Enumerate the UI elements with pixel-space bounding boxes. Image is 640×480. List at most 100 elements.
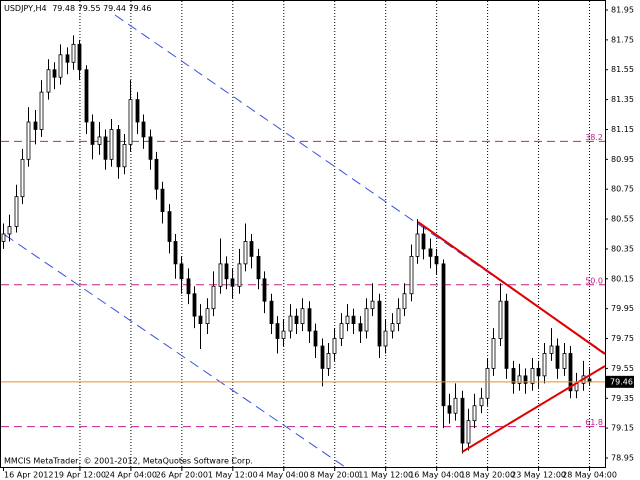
symbol: USDJPY,H4	[4, 4, 47, 13]
candle-body	[20, 158, 25, 198]
candle-body	[485, 367, 490, 399]
candle-body	[122, 143, 127, 168]
y-tick-label: 81.35	[611, 95, 634, 104]
candle-body	[307, 308, 312, 332]
candle-body	[97, 136, 102, 145]
candle-body	[1, 233, 6, 242]
candle-body	[536, 367, 541, 377]
candle-body	[542, 353, 547, 377]
candle-body	[364, 308, 369, 332]
candle-body	[511, 367, 516, 384]
y-tick-label: 79.15	[611, 424, 634, 433]
candle-body	[313, 330, 318, 347]
x-tick-label: 1 May 12:00	[208, 471, 258, 480]
candle-body	[205, 308, 210, 324]
y-tick-label: 79.95	[611, 304, 634, 313]
candle-body	[460, 397, 465, 444]
candle-body	[281, 330, 286, 339]
y-tick-label: 81.95	[611, 6, 634, 15]
candle-body	[498, 300, 503, 339]
close: 79.46	[129, 4, 152, 13]
y-tick-label: 80.35	[611, 244, 634, 253]
fibo-label: 61.8	[585, 418, 603, 427]
candle-body	[421, 233, 426, 250]
x-tick-label: 23 May 12:00	[511, 471, 566, 480]
candle-body	[109, 129, 114, 160]
x-tick-label: 24 Apr 04:00	[105, 471, 157, 480]
candle-body	[441, 263, 446, 407]
candle-body	[479, 397, 484, 407]
candle-body	[339, 323, 344, 339]
candle-body	[192, 293, 197, 317]
candle-body	[224, 263, 229, 280]
candle-body	[472, 405, 477, 422]
candle-body	[230, 278, 235, 287]
low: 79.44	[103, 4, 126, 13]
candle-body	[326, 353, 331, 369]
candle-body	[568, 353, 573, 392]
footer: MMCIS MetaTrader, © 2001-2012, MetaQuote…	[4, 457, 253, 466]
candle-body	[116, 129, 121, 168]
candle-body	[135, 99, 140, 123]
y-tick-label: 81.55	[611, 65, 634, 74]
candle-body	[288, 315, 293, 332]
y-tick-label: 80.55	[611, 215, 634, 224]
fibo-label: 50.0	[585, 276, 603, 285]
x-tick-label: 16 May 04:00	[409, 471, 464, 480]
candle-body	[167, 211, 172, 242]
candle-body	[141, 121, 146, 138]
candle-body	[415, 233, 420, 257]
candle-body	[466, 420, 471, 444]
candle-body	[523, 375, 528, 384]
candle-body	[71, 43, 76, 63]
candle-body	[320, 345, 325, 369]
candle-body	[530, 367, 535, 384]
candle-body	[300, 308, 305, 324]
candle-body	[160, 188, 165, 212]
candle-body	[396, 308, 401, 324]
candle-body	[33, 121, 38, 130]
candle-body	[555, 345, 560, 369]
y-tick-label: 79.75	[611, 334, 634, 343]
x-tick-label: 16 Apr 2012	[4, 471, 53, 480]
candle-body	[249, 241, 254, 257]
x-tick-label: 26 Apr 20:00	[156, 471, 208, 480]
y-tick-label: 81.15	[611, 125, 634, 134]
candle-body	[128, 99, 133, 145]
candle-body	[383, 330, 388, 347]
candle-body	[103, 136, 108, 160]
y-tick-label: 79.35	[611, 394, 634, 403]
candle-body	[434, 255, 439, 265]
candle-body	[46, 69, 51, 93]
y-tick-label: 80.95	[611, 155, 634, 164]
y-tick-label: 78.95	[611, 454, 634, 463]
candle-body	[243, 241, 248, 265]
candle-body	[409, 255, 414, 295]
candle-body	[237, 263, 242, 287]
candle-body	[390, 323, 395, 332]
candle-body	[52, 69, 57, 78]
fibo-label: 38.2	[585, 133, 603, 142]
plot-frame	[0, 0, 606, 468]
candle-body	[332, 338, 337, 354]
candle-body	[504, 300, 509, 369]
candle-body	[186, 278, 191, 295]
y-tick-label: 80.15	[611, 274, 634, 283]
candle-body	[256, 255, 261, 280]
high: 79.55	[78, 4, 101, 13]
candle-body	[562, 353, 567, 369]
candle-body	[294, 315, 299, 324]
candle-body	[345, 315, 350, 324]
candle-body	[7, 226, 12, 235]
fibonacci: 38.2 50.0 61.8	[1, 133, 605, 428]
axes: 81.95 81.75 81.55 81.35 81.15 80.95 80.75 80.55…	[3, 6, 634, 480]
x-tick-label: 19 Apr 12:00	[54, 471, 106, 480]
open: 79.48	[52, 4, 75, 13]
candle-body	[377, 300, 382, 347]
candle-body	[26, 121, 31, 160]
candle-body	[211, 285, 216, 310]
candle-body	[65, 54, 70, 63]
candle-body	[447, 405, 452, 414]
